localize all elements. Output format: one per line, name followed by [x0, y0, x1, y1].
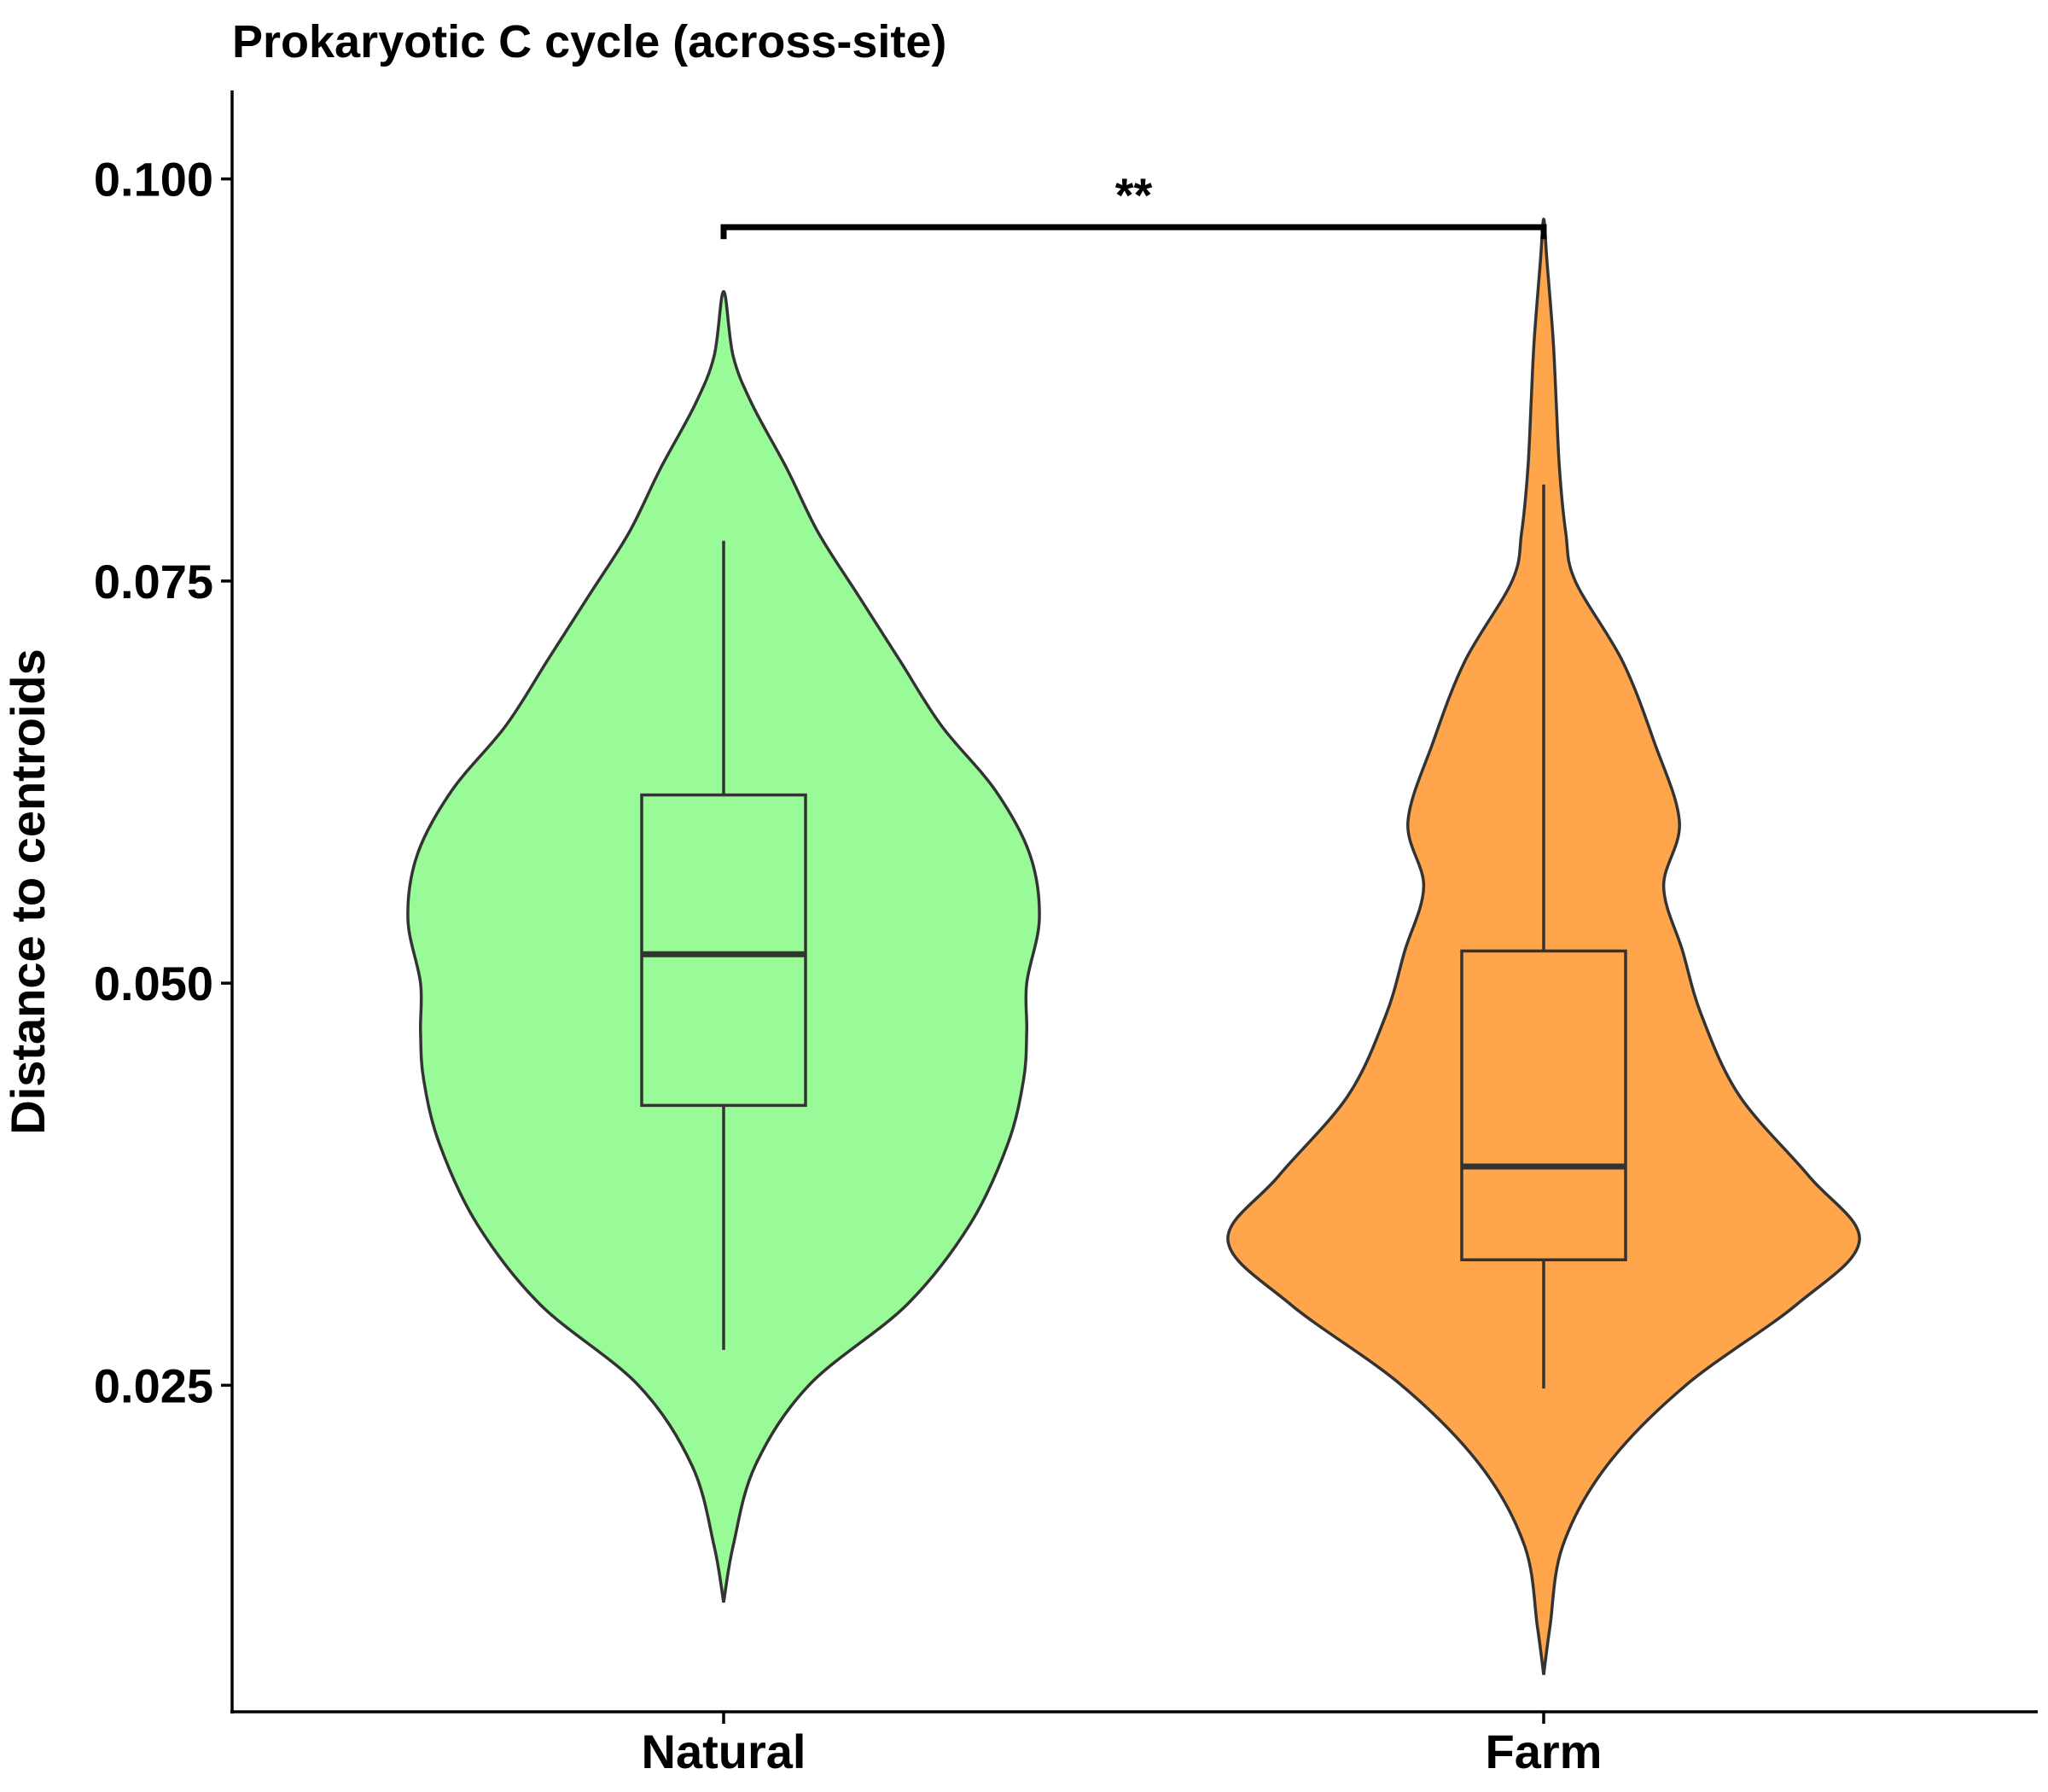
- violins-layer: [406, 218, 1861, 1675]
- axes-layer: [230, 90, 2038, 1713]
- significance-bracket-layer: **: [720, 168, 1547, 240]
- x-tick-label: Natural: [642, 1725, 806, 1778]
- y-axis-title: Distance to centroids: [1, 649, 55, 1134]
- boxplots-layer: [640, 484, 1627, 1389]
- box-iqr-natural: [640, 793, 807, 1108]
- y-tick-label: 0.025: [94, 1359, 213, 1412]
- y-ticks: 0.025 0.050 0.075 0.100: [94, 153, 232, 1412]
- x-ticks: Natural Farm: [642, 1712, 1603, 1778]
- y-tick-label: 0.050: [94, 957, 213, 1010]
- significance-label: **: [1115, 168, 1153, 222]
- x-tick-label: Farm: [1486, 1725, 1603, 1778]
- y-tick-label: 0.100: [94, 153, 213, 207]
- chart-title: Prokaryotic C cycle (across-site): [232, 16, 946, 67]
- box-iqr-farm: [1460, 949, 1627, 1262]
- significance-bracket: [720, 224, 1547, 240]
- y-tick-label: 0.075: [94, 555, 213, 608]
